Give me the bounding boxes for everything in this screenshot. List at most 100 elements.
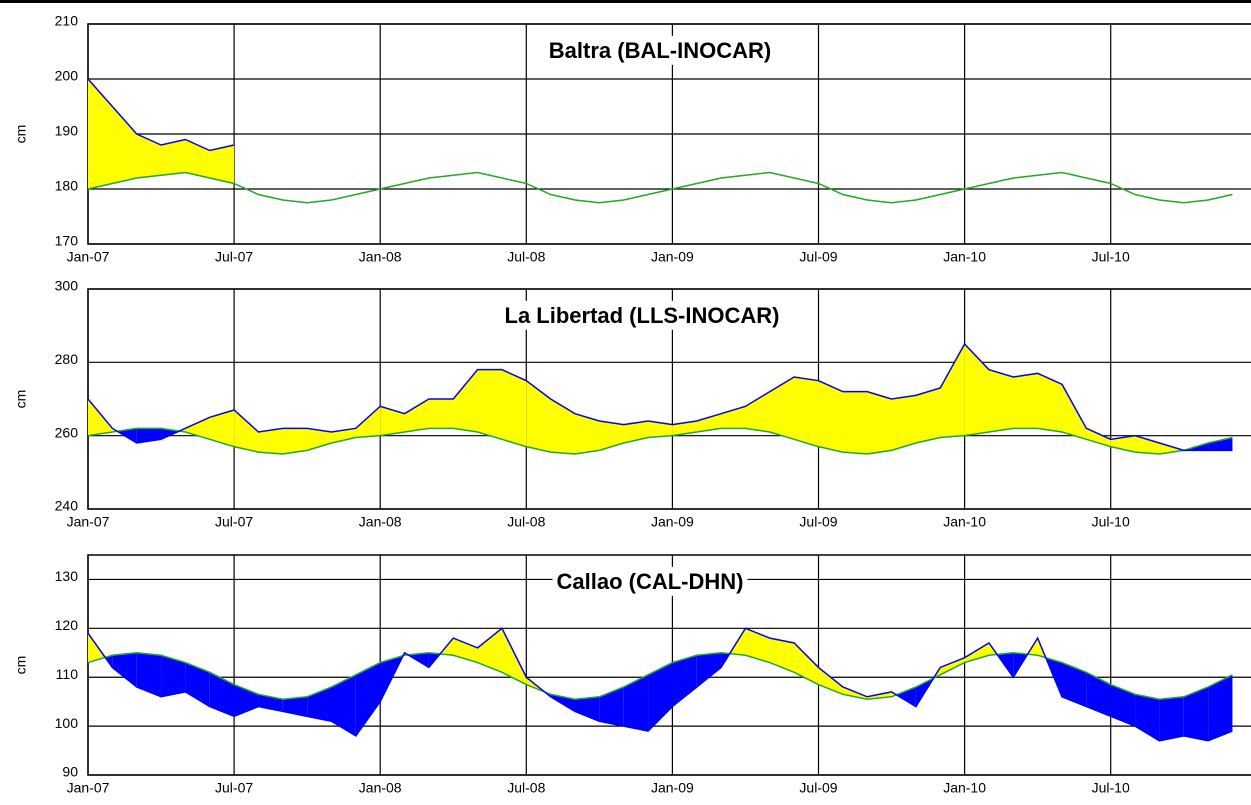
anomaly-fill <box>526 380 551 453</box>
y-axis-label: cm <box>13 390 29 409</box>
anomaly-fill <box>599 687 624 727</box>
anomaly-fill <box>258 428 283 454</box>
y-tick-label: 180 <box>55 178 79 194</box>
anomaly-fill <box>331 674 356 736</box>
x-tick-label: Jan-07 <box>67 514 110 530</box>
chart-title: Callao (CAL-DHN) <box>557 569 744 594</box>
anomaly-fill <box>575 413 600 454</box>
anomaly-fill <box>1062 384 1087 440</box>
anomaly-fill <box>769 377 795 440</box>
y-tick-label: 200 <box>55 68 79 84</box>
x-tick-label: Jul-09 <box>799 780 837 796</box>
title-background <box>544 35 776 65</box>
anomaly-fill <box>575 696 600 722</box>
anomaly-fill <box>136 428 162 443</box>
anomaly-fill <box>1062 662 1087 707</box>
series-line <box>87 342 1233 452</box>
y-tick-label: 260 <box>55 424 79 440</box>
anomaly-fill <box>1208 674 1233 741</box>
anomaly-fill <box>769 638 795 673</box>
chart-title: Baltra (BAL-INOCAR) <box>549 38 771 63</box>
top-border <box>0 0 1251 3</box>
x-tick-label: Jan-09 <box>651 249 694 265</box>
anomaly-fill <box>501 628 527 685</box>
x-tick-label: Jul-10 <box>1092 780 1130 796</box>
anomaly-fill <box>1159 696 1184 741</box>
x-tick-label: Jan-10 <box>943 249 986 265</box>
anomaly-fill <box>355 662 381 736</box>
anomaly-fill <box>940 344 965 438</box>
anomaly-fill <box>745 628 770 663</box>
anomaly-fill <box>794 643 819 685</box>
x-tick-label: Jul-09 <box>799 514 837 530</box>
anomaly-fill <box>185 417 210 440</box>
chart-title: La Libertad (LLS-INOCAR) <box>505 303 780 328</box>
series-line <box>87 627 1233 742</box>
anomaly-fill <box>672 655 697 707</box>
anomaly-fill <box>623 421 649 443</box>
x-tick-label: Jul-07 <box>215 249 253 265</box>
anomaly-fill <box>1013 373 1038 429</box>
anomaly-fill <box>842 391 868 454</box>
anomaly-fill <box>1183 687 1209 741</box>
anomaly-fill <box>209 410 235 447</box>
anomaly-fill <box>696 652 722 687</box>
anomaly-fill <box>355 406 381 438</box>
y-tick-label: 90 <box>62 764 78 780</box>
anomaly-fill <box>964 643 989 663</box>
x-tick-label: Jan-08 <box>359 249 402 265</box>
anomaly-fill <box>88 633 106 663</box>
x-tick-label: Jan-09 <box>651 780 694 796</box>
y-tick-label: 240 <box>55 498 79 514</box>
x-tick-label: Jul-08 <box>507 514 545 530</box>
x-tick-label: Jul-07 <box>215 514 253 530</box>
y-tick-label: 120 <box>55 617 79 633</box>
anomaly-fill <box>282 696 308 717</box>
anomaly-fill <box>161 139 186 176</box>
series-line <box>87 652 1233 700</box>
anomaly-fill <box>896 687 916 707</box>
y-tick-label: 210 <box>55 13 79 29</box>
anomaly-fill <box>209 672 235 717</box>
anomaly-fill <box>88 399 113 436</box>
anomaly-fill <box>1037 373 1062 432</box>
title-background <box>500 300 784 330</box>
series-line <box>87 171 1233 204</box>
anomaly-fill <box>648 421 673 438</box>
y-axis-label: cm <box>13 125 29 144</box>
series-line <box>87 427 1233 455</box>
anomaly-fill <box>185 139 210 178</box>
series-line <box>87 78 235 152</box>
anomaly-fill <box>1086 672 1111 717</box>
anomaly-fill <box>404 399 429 432</box>
y-tick-label: 170 <box>55 233 79 249</box>
anomaly-fill <box>112 106 137 184</box>
panel: 90 100 110 120 130 Jan-07 Jul-07 Jan-08 Jul-08 Ja… <box>13 554 1251 796</box>
anomaly-fill <box>794 377 819 447</box>
x-tick-label: Jan-08 <box>359 780 402 796</box>
panel: 170 180 190 200 210 Jan-07 Jul-07 Jan-08 Jul-08 J… <box>13 13 1251 265</box>
anomaly-fill <box>672 421 697 436</box>
x-tick-label: Jul-08 <box>507 249 545 265</box>
title-background <box>552 566 748 596</box>
anomaly-fill <box>307 687 332 722</box>
anomaly-fill <box>818 380 843 453</box>
y-tick-label: 110 <box>56 666 79 682</box>
anomaly-fill <box>988 369 1014 432</box>
y-tick-label: 190 <box>55 123 79 139</box>
anomaly-fill <box>282 428 308 454</box>
anomaly-fill <box>453 369 478 432</box>
anomaly-fill <box>1110 684 1136 727</box>
panel: 240 260 280 300 Jan-07 Jul-07 Jan-08 Jul-08 Jan-… <box>13 278 1251 530</box>
anomaly-fill <box>915 388 941 443</box>
y-tick-label: 300 <box>55 278 79 294</box>
y-axis-label: cm <box>13 656 29 675</box>
x-tick-label: Jul-09 <box>799 249 837 265</box>
anomaly-fill <box>331 428 356 443</box>
anomaly-fill <box>964 344 989 436</box>
anomaly-fill <box>88 79 113 189</box>
anomaly-fill <box>891 395 916 451</box>
anomaly-fill <box>161 655 186 697</box>
